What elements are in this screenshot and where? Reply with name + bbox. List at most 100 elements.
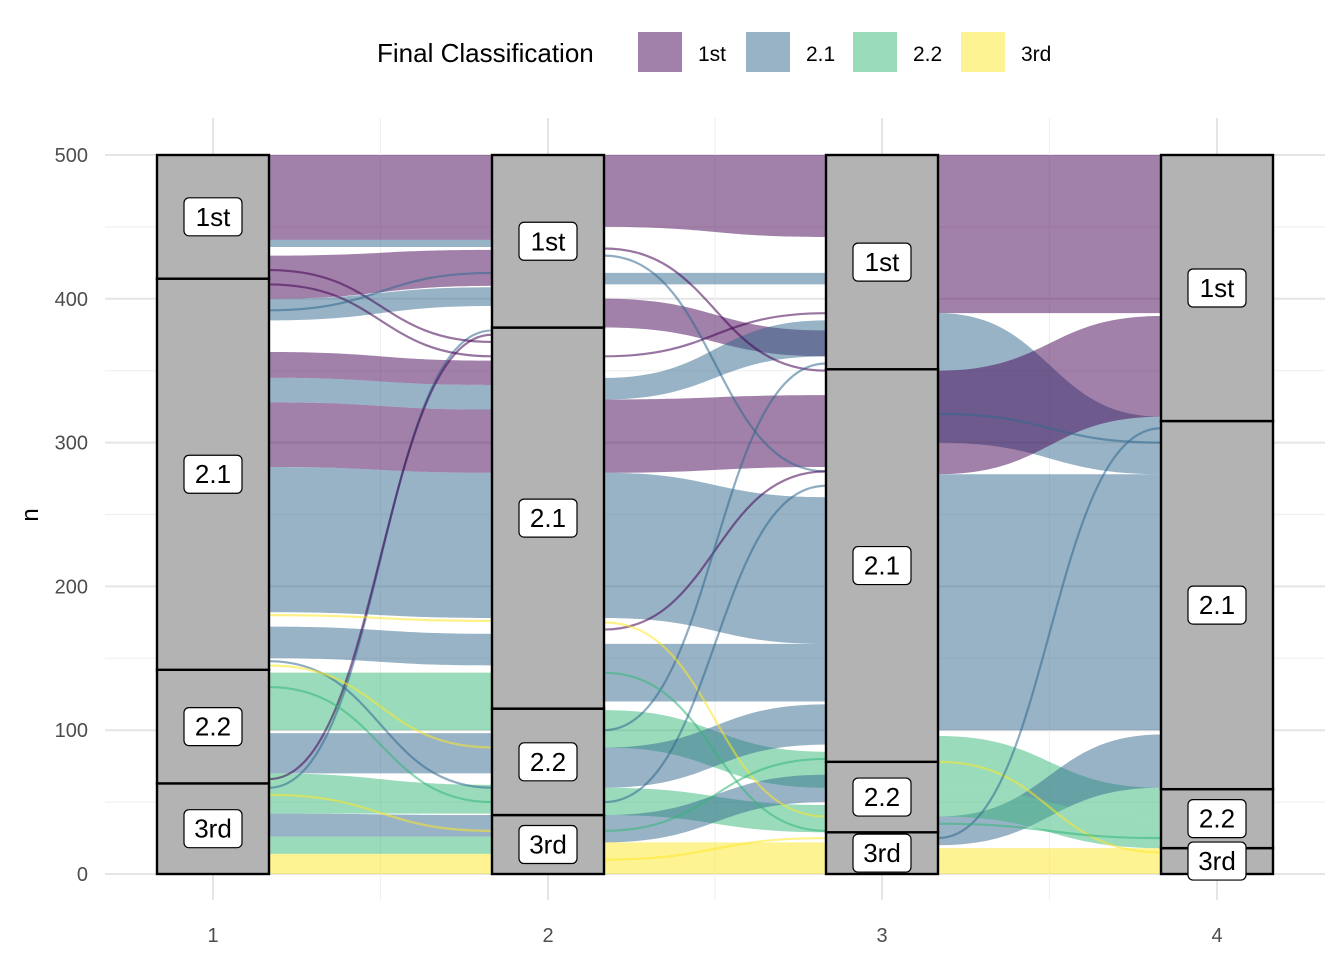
stratum-label-1-1st: 1st — [183, 197, 243, 237]
thread-2.1-2-3 — [603, 362, 827, 732]
thread-2.2-2-3 — [603, 671, 827, 832]
stratum-label-4-3rd: 3rd — [1187, 841, 1247, 881]
flow-1st-3-4 — [938, 155, 1161, 314]
thread-3rd-1-2 — [268, 793, 493, 832]
stratum-label-text: 1st — [865, 247, 900, 277]
stratum-label-text: 1st — [531, 226, 566, 256]
stratum-label-box — [518, 221, 578, 261]
legend-label-1st: 1st — [698, 43, 726, 66]
stratum-label-1-3rd: 3rd — [183, 809, 243, 849]
thread-3rd-1-2 — [268, 614, 493, 623]
stratum-label-text: 2.1 — [1199, 590, 1235, 620]
stratum-label-text: 3rd — [863, 838, 901, 868]
stratum-label-text: 3rd — [1198, 846, 1236, 876]
flow-1st-1-2 — [269, 402, 492, 473]
stratum-label-4-1st: 1st — [1187, 268, 1247, 308]
thread-3rd-2-3 — [603, 621, 827, 818]
stratum-label-4-2.2: 2.2 — [1187, 799, 1247, 839]
flow-2.1-1-2 — [269, 733, 492, 774]
legend-title: Final Classification — [377, 38, 594, 68]
y-tick-label: 0 — [77, 864, 88, 886]
stratum-label-2-3rd: 3rd — [518, 824, 578, 865]
stratum-label-text: 2.1 — [864, 551, 900, 581]
flow-2.1-1-2 — [269, 239, 492, 248]
stratum-label-text: 2.2 — [530, 747, 566, 777]
stratum-label-text: 2.2 — [864, 782, 900, 812]
thread-2.1-1-2 — [268, 660, 493, 789]
stratum-label-2-2.1: 2.1 — [518, 498, 578, 538]
flow-1st-2-3 — [604, 155, 826, 237]
stratum-label-box — [183, 809, 243, 849]
y-tick-labels: 0 100 200 300 400 500 — [55, 145, 88, 886]
x-tick-label: 3 — [876, 925, 887, 947]
flow-2.2-1-2 — [269, 773, 492, 814]
y-tick-label: 500 — [55, 145, 88, 167]
stratum-label-box — [518, 824, 578, 865]
threads — [268, 247, 1162, 861]
flow-2.1-2-3 — [604, 272, 826, 285]
stratum-label-text: 2.2 — [1199, 804, 1235, 834]
legend: Final Classification 1st 2.1 2.2 3rd — [377, 32, 1051, 72]
stratum-label-1-2.1: 2.1 — [183, 454, 243, 494]
flow-2.1-1-2 — [269, 377, 492, 410]
x-tick-labels: 1 2 3 4 — [207, 925, 1222, 947]
legend-label-2.1: 2.1 — [806, 43, 835, 66]
y-axis-title: n — [17, 508, 44, 521]
flow-2.1-2-3 — [604, 320, 826, 400]
flow-2.1-2-3 — [604, 774, 826, 843]
thread-1st-1-2 — [268, 283, 493, 358]
flow-2.1-2-3 — [604, 472, 826, 644]
flow-2.1-1-2 — [269, 626, 492, 666]
thread-3rd-3-4 — [937, 760, 1162, 854]
legend-swatch-2.2 — [853, 32, 897, 72]
legend-swatch-1st — [638, 32, 682, 72]
flow-3rd-2-3 — [604, 842, 826, 874]
stratum-label-2-2.2: 2.2 — [518, 742, 578, 782]
thread-3rd-2-3 — [603, 836, 827, 861]
stratum-label-box — [1187, 841, 1247, 881]
thread-1st-2-3 — [603, 247, 827, 372]
flows — [269, 155, 1161, 874]
thread-2.2-3-4 — [937, 822, 1162, 840]
thread-2.2-1-2 — [268, 685, 493, 804]
y-tick-label: 200 — [55, 576, 88, 598]
stratum-label-box — [852, 242, 912, 282]
stratum-label-box — [518, 498, 578, 538]
flow-3rd-1-2 — [269, 853, 492, 874]
y-tick-label: 100 — [55, 720, 88, 742]
stratum-label-box — [852, 833, 912, 873]
stratum-label-text: 1st — [1200, 273, 1235, 303]
stratum-label-box — [1187, 799, 1247, 839]
legend-label-2.2: 2.2 — [913, 43, 942, 66]
x-tick-label: 2 — [542, 925, 553, 947]
legend-entries: 1st 2.1 2.2 3rd — [638, 32, 1051, 72]
stratum-label-3-2.2: 2.2 — [852, 777, 912, 817]
thread-1st-2-3 — [603, 312, 827, 358]
flow-1st-2-3 — [604, 395, 826, 473]
flow-2.1-2-3 — [604, 643, 826, 702]
stratum-label-3-1st: 1st — [852, 242, 912, 282]
stratum-label-text: 2.1 — [530, 503, 566, 533]
stratum-label-2-1st: 1st — [518, 221, 578, 261]
stratum-label-text: 2.1 — [195, 459, 231, 489]
thread-3rd-1-2 — [268, 664, 493, 749]
x-tick-label: 4 — [1211, 925, 1222, 947]
thread-1st-1-2 — [268, 333, 493, 781]
y-tick-label: 400 — [55, 289, 88, 311]
flow-2.1-1-2 — [269, 467, 492, 619]
x-tick-label: 1 — [207, 925, 218, 947]
stratum-label-box — [183, 197, 243, 237]
legend-swatch-2.1 — [746, 32, 790, 72]
thread-2.1-3-4 — [937, 427, 1162, 840]
stratum-label-box — [1187, 268, 1247, 308]
flow-1st-1-2 — [269, 249, 492, 299]
flow-2.2-1-2 — [269, 836, 492, 854]
stratum-label-box — [1187, 585, 1247, 625]
flow-2.2-1-2 — [269, 672, 492, 731]
stratum-label-4-2.1: 2.1 — [1187, 585, 1247, 625]
stratum-label-1-2.2: 2.2 — [183, 707, 243, 747]
flow-1st-3-4 — [938, 316, 1161, 475]
legend-swatch-3rd — [961, 32, 1005, 72]
stratum-label-text: 2.2 — [195, 712, 231, 742]
